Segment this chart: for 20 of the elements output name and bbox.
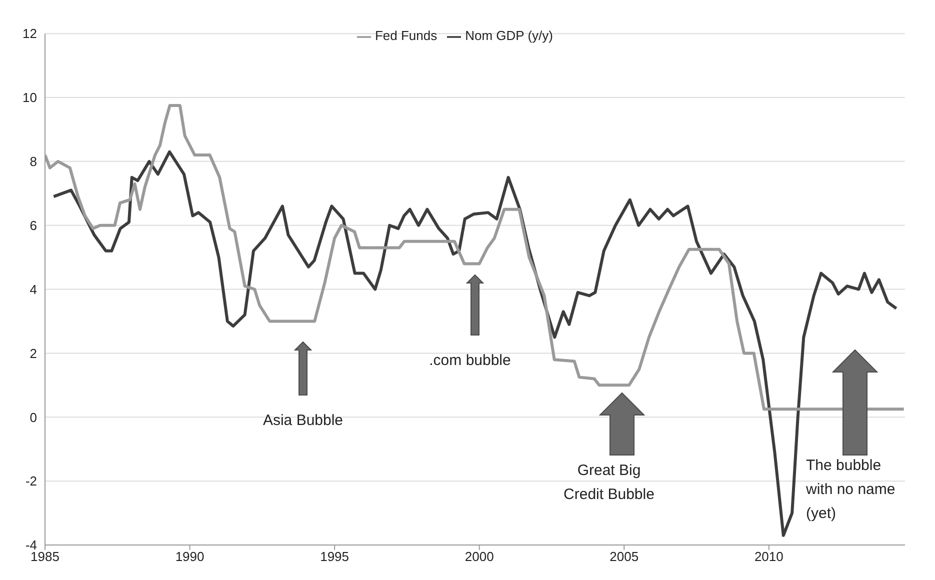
x-tick-label: 1990 [175, 549, 204, 564]
y-tick-label: 0 [30, 410, 37, 425]
x-tick-label: 2000 [464, 549, 494, 564]
legend-label: Nom GDP (y/y) [465, 28, 554, 43]
y-tick-label: 10 [22, 90, 37, 106]
annotation: Asia Bubble [262, 412, 344, 429]
annotation: .com bubble [429, 352, 511, 369]
x-tick-label: 2005 [610, 549, 639, 564]
y-tick-label: 8 [30, 154, 37, 170]
x-tick-label: 2010 [754, 549, 784, 564]
legend-label: Fed Funds [374, 28, 438, 43]
annotation: Great Big Credit Bubble [564, 462, 654, 503]
y-tick-label: 6 [30, 218, 37, 233]
y-tick-label: 4 [30, 282, 37, 297]
y-tick-label: 12 [22, 26, 37, 42]
y-tick-label: 2 [30, 346, 37, 361]
x-tick-label: 1995 [320, 549, 350, 564]
annotation: The bubble with no name (yet) [805, 457, 896, 522]
line-series [52, 150, 898, 537]
y-tick-label: -2 [25, 474, 37, 489]
